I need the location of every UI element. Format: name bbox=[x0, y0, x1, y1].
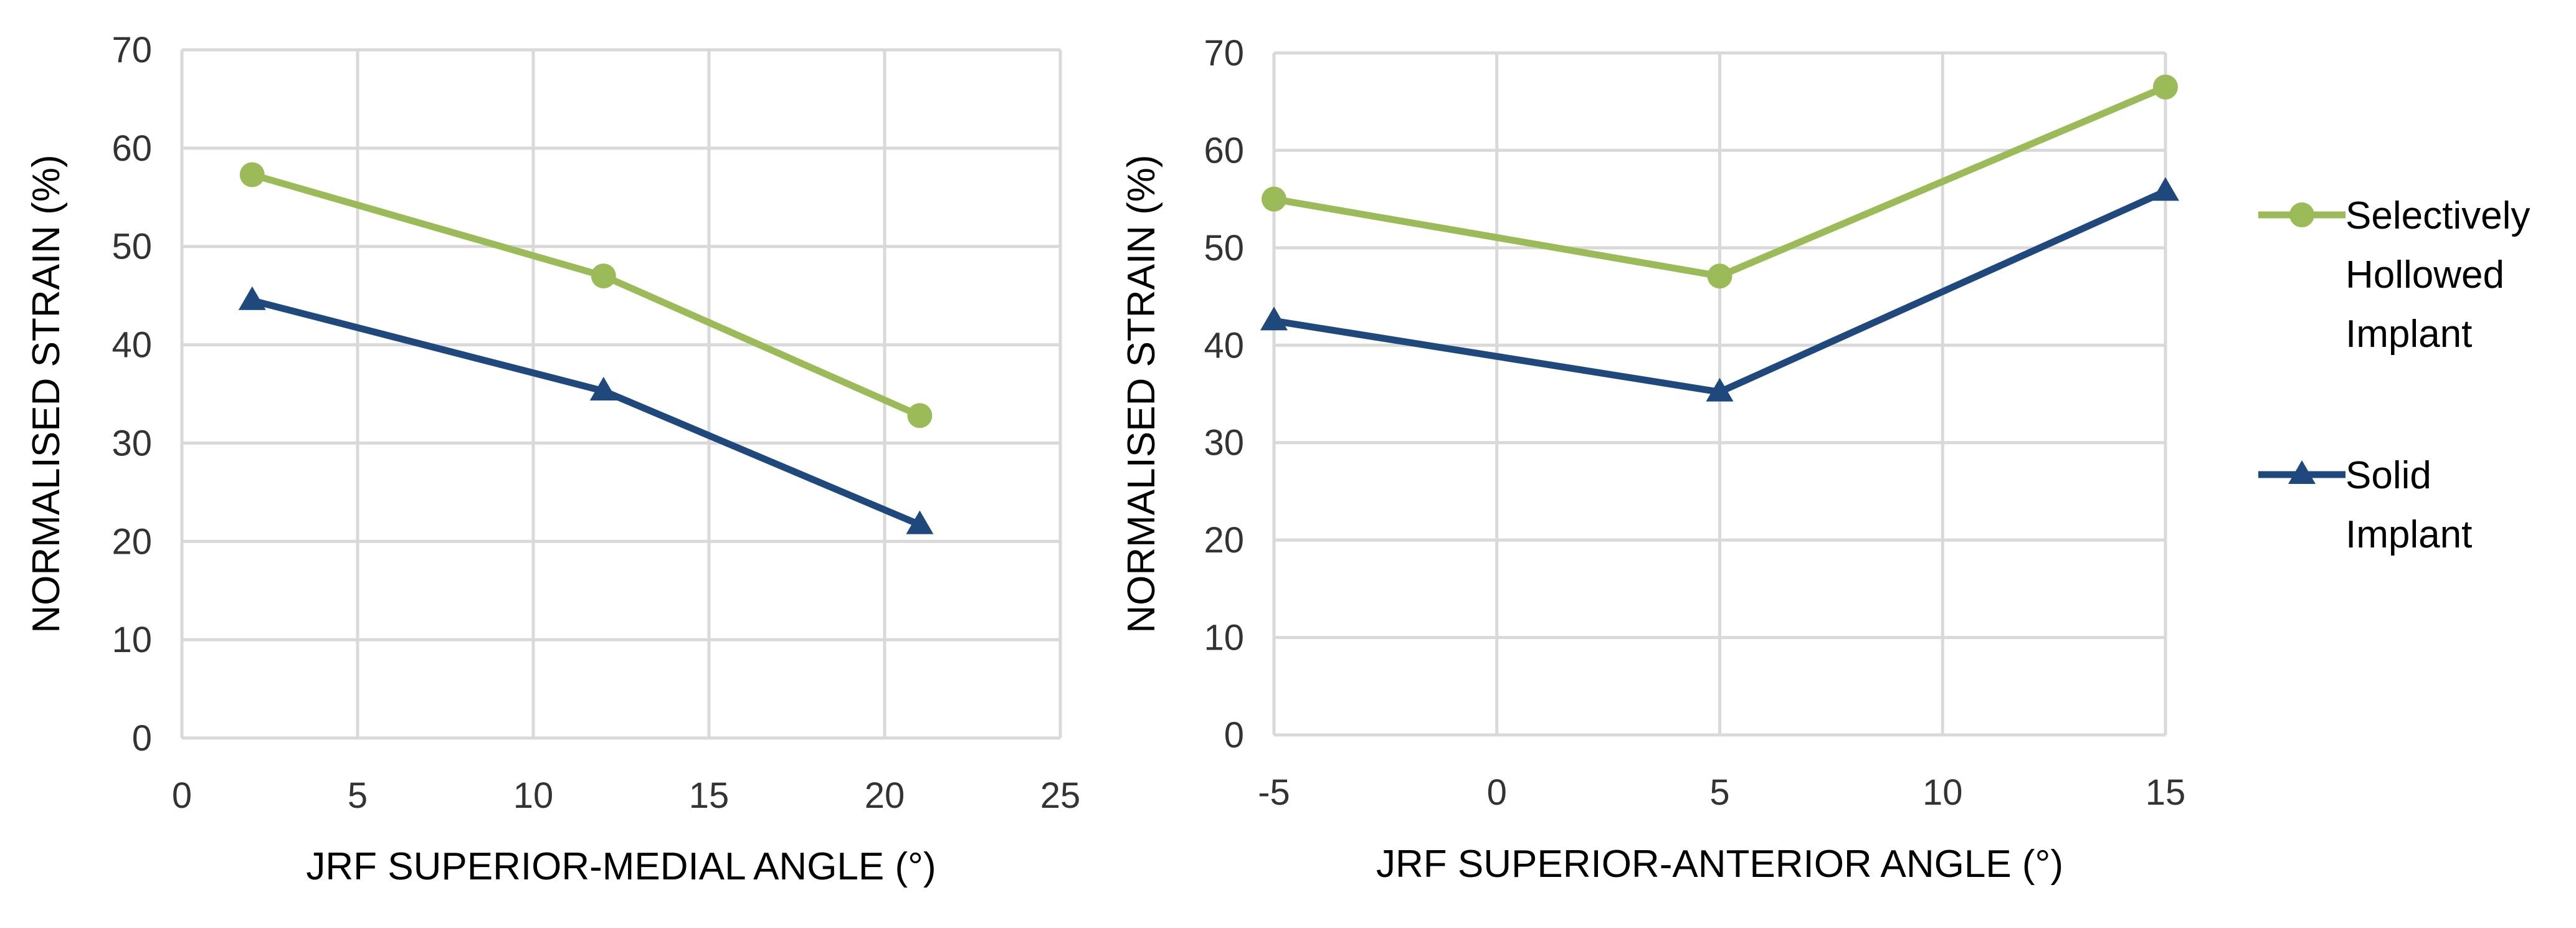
x-tick-label: 0 bbox=[1487, 772, 1507, 813]
series-solid bbox=[1260, 177, 2179, 402]
legend-solid-label: Implant bbox=[2345, 513, 2472, 556]
legend: Selectively Hollowed Implant Solid Implant bbox=[2258, 194, 2530, 556]
y-tick-label: 20 bbox=[112, 521, 152, 562]
y-tick-label: 40 bbox=[1204, 325, 1244, 366]
x-tick-label: 25 bbox=[1040, 775, 1081, 816]
data-point bbox=[906, 510, 934, 534]
data-point bbox=[591, 263, 616, 289]
legend-solid-label: Solid bbox=[2345, 454, 2431, 497]
y-tick-label: 0 bbox=[132, 718, 152, 759]
x-tick-label: 5 bbox=[1709, 772, 1729, 813]
data-point bbox=[2153, 74, 2178, 100]
x-tick-label: -5 bbox=[1258, 772, 1290, 813]
y-tick-label: 0 bbox=[1224, 715, 1244, 755]
x-tick-label: 0 bbox=[172, 775, 192, 816]
x-axis-title: JRF SUPERIOR-MEDIAL ANGLE (°) bbox=[306, 845, 936, 888]
legend-hollowed-label: Hollowed bbox=[2345, 253, 2504, 296]
y-axis-title: NORMALISED STRAIN (%) bbox=[25, 154, 68, 633]
data-point bbox=[1262, 186, 1286, 212]
series-hollowed bbox=[239, 162, 933, 428]
data-point bbox=[1707, 263, 1732, 289]
x-tick-label: 10 bbox=[1922, 772, 1963, 813]
y-tick-label: 20 bbox=[1204, 520, 1244, 561]
x-axis-title: JRF SUPERIOR-ANTERIOR ANGLE (°) bbox=[1376, 843, 2063, 886]
data-point bbox=[1260, 306, 1288, 331]
y-tick-label: 10 bbox=[112, 620, 152, 660]
x-tick-label: 15 bbox=[689, 775, 730, 816]
y-tick-label: 50 bbox=[1204, 228, 1244, 268]
data-point bbox=[589, 376, 617, 400]
data-point bbox=[1706, 377, 1734, 402]
y-tick-label: 10 bbox=[1204, 618, 1244, 658]
data-point bbox=[239, 162, 265, 187]
y-tick-label: 30 bbox=[112, 423, 152, 463]
data-point bbox=[907, 403, 933, 428]
x-tick-label: 5 bbox=[348, 775, 368, 816]
chart-superior-medial: 0 10 20 30 40 50 60 70 0 5 10 15 20 25 NORMALISED STRA… bbox=[25, 30, 1080, 888]
legend-solid-marker bbox=[2288, 460, 2316, 484]
series-line bbox=[249, 297, 923, 528]
chart-superior-anterior: 0 10 20 30 40 50 60 70 -5 0 5 10 15 NORMALISED STRAIN… bbox=[1120, 33, 2185, 886]
data-point bbox=[238, 286, 266, 310]
legend-hollowed-label: Selectively bbox=[2345, 194, 2530, 237]
y-tick-label: 70 bbox=[1204, 33, 1244, 73]
y-tick-label: 60 bbox=[112, 128, 152, 169]
y-tick-label: 30 bbox=[1204, 423, 1244, 463]
series-hollowed bbox=[1262, 74, 2178, 289]
y-tick-label: 50 bbox=[112, 227, 152, 267]
x-tick-label: 15 bbox=[2146, 772, 2186, 813]
legend-hollowed-marker bbox=[2289, 202, 2314, 227]
x-tick-label: 20 bbox=[865, 775, 905, 816]
y-tick-label: 40 bbox=[112, 325, 152, 366]
series-line bbox=[249, 171, 923, 419]
series-solid bbox=[238, 286, 934, 534]
y-tick-label: 70 bbox=[112, 30, 152, 70]
y-tick-label: 60 bbox=[1204, 130, 1244, 171]
legend-hollowed-label: Implant bbox=[2345, 313, 2472, 356]
x-tick-label: 10 bbox=[513, 775, 554, 816]
data-point bbox=[2152, 177, 2179, 201]
y-axis-title: NORMALISED STRAIN (%) bbox=[1120, 154, 1163, 633]
